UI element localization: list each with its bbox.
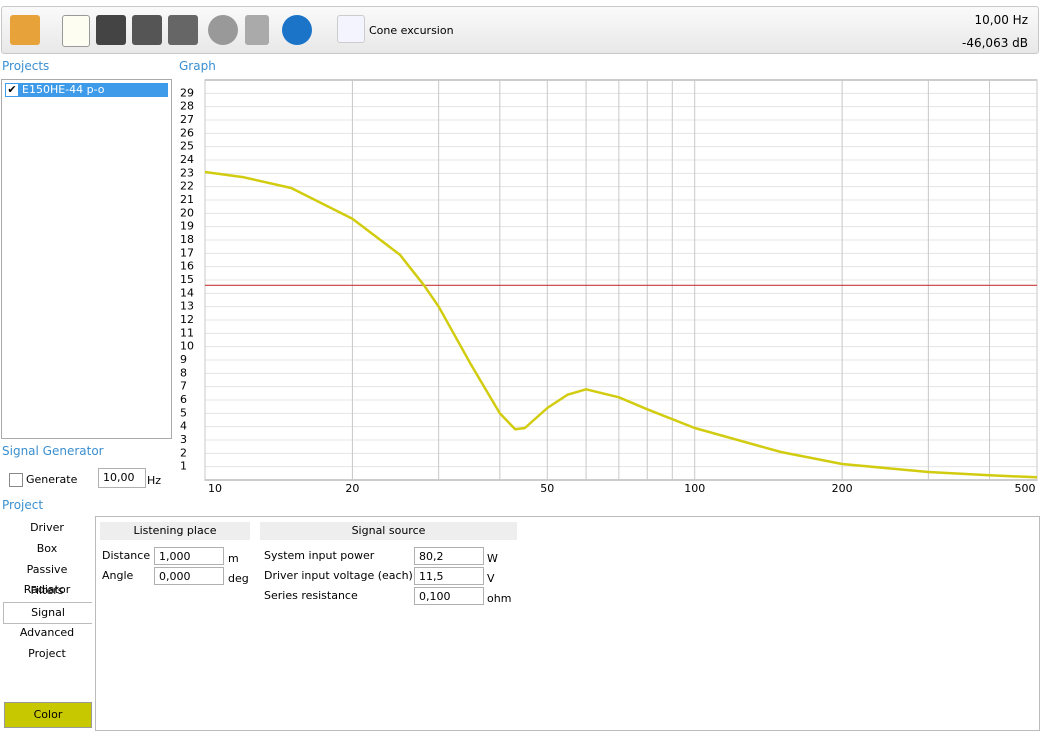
y-tick-label: 1 xyxy=(180,460,187,473)
y-tick-label: 12 xyxy=(180,313,194,326)
y-tick-label: 11 xyxy=(180,326,194,339)
field-input[interactable]: 80,2 xyxy=(414,547,484,565)
y-tick-label: 9 xyxy=(180,353,187,366)
series-line xyxy=(204,170,1038,479)
field-input[interactable]: 0,000 xyxy=(154,567,224,585)
section-title: Projects xyxy=(2,59,50,73)
y-tick-label: 24 xyxy=(180,153,194,166)
tab-panel: Listening place Signal source Distance 1,… xyxy=(95,516,1040,731)
y-tick-label: 13 xyxy=(180,300,194,313)
y-tick-label: 25 xyxy=(180,140,194,153)
tab[interactable]: Advanced xyxy=(19,626,75,639)
y-tick-label: 14 xyxy=(180,286,194,299)
y-tick-label: 26 xyxy=(180,126,194,139)
checkbox[interactable] xyxy=(9,473,23,487)
group-title: Listening place xyxy=(100,522,250,540)
y-tick-label: 3 xyxy=(180,433,187,446)
info-button[interactable] xyxy=(282,15,312,45)
color-button[interactable]: Color xyxy=(4,702,92,728)
y-tick-label: 10 xyxy=(180,340,194,353)
field-label: Distance xyxy=(102,549,151,562)
field-label: Series resistance xyxy=(264,589,358,602)
tab[interactable]: Filters xyxy=(30,584,64,597)
edit-button[interactable] xyxy=(132,15,162,45)
section-title: Graph xyxy=(179,59,216,73)
project-item[interactable]: ✔ E150HE-44 p-o xyxy=(5,83,168,97)
tab[interactable]: Driver xyxy=(30,521,64,534)
y-tick-label: 23 xyxy=(180,166,194,179)
y-tick-label: 8 xyxy=(180,366,187,379)
project-list: ✔ E150HE-44 p-o xyxy=(1,79,172,439)
frequency-readout: 10,00 Hz xyxy=(974,13,1029,27)
field-unit: deg xyxy=(228,572,249,585)
field-label: Angle xyxy=(102,569,134,582)
field-label: System input power xyxy=(264,549,375,562)
x-tick-label: 500 xyxy=(1015,482,1036,495)
checkbox-label[interactable]: Generate xyxy=(26,473,78,486)
y-tick-label: 27 xyxy=(180,113,194,126)
y-tick-label: 17 xyxy=(180,246,194,259)
driver-button[interactable] xyxy=(208,15,238,45)
field-unit: ohm xyxy=(487,592,512,605)
tab[interactable]: Project xyxy=(28,647,66,660)
y-tick-label: 4 xyxy=(180,420,187,433)
field-input[interactable]: 0,100 xyxy=(414,587,484,605)
y-tick-label: 20 xyxy=(180,206,194,219)
view-label[interactable]: Cone excursion xyxy=(369,24,454,37)
x-tick-label: 100 xyxy=(684,482,705,495)
field-input[interactable]: 1,000 xyxy=(154,547,224,565)
field-unit: V xyxy=(487,572,495,585)
x-tick-label: 200 xyxy=(832,482,853,495)
field-label: Driver input voltage (each) xyxy=(264,569,413,582)
y-tick-label: 18 xyxy=(180,233,194,246)
unit: Hz xyxy=(147,474,162,487)
x-tick-label: 50 xyxy=(540,482,554,495)
section-title: Signal Generator xyxy=(2,444,104,458)
tab[interactable]: Signal xyxy=(3,602,92,624)
new-button[interactable] xyxy=(62,15,90,47)
settings-button[interactable] xyxy=(245,15,269,45)
view-icon[interactable] xyxy=(337,15,365,43)
chart: 1234567891011121314151617181920212223242… xyxy=(180,79,1038,495)
field-unit: W xyxy=(487,552,498,565)
y-tick-label: 2 xyxy=(180,446,187,459)
open-button[interactable] xyxy=(10,15,40,45)
field-unit: m xyxy=(228,552,239,565)
y-tick-label: 7 xyxy=(180,380,187,393)
tab[interactable]: Passive Radiator xyxy=(23,563,71,596)
field-input[interactable]: 11,5 xyxy=(414,567,484,585)
save-as-button[interactable] xyxy=(168,15,198,45)
y-tick-label: 28 xyxy=(180,100,194,113)
group-title: Signal source xyxy=(260,522,517,540)
tab[interactable]: Box xyxy=(36,542,58,555)
y-tick-label: 21 xyxy=(180,193,194,206)
y-tick-label: 22 xyxy=(180,180,194,193)
x-tick-label: 20 xyxy=(345,482,359,495)
y-tick-label: 16 xyxy=(180,260,194,273)
y-tick-label: 15 xyxy=(180,273,194,286)
y-tick-label: 6 xyxy=(180,393,187,406)
project-name: E150HE-44 p-o xyxy=(22,83,105,96)
level-readout: -46,063 dB xyxy=(962,36,1028,50)
frequency-input[interactable]: 10,00 xyxy=(98,468,146,488)
save-button[interactable] xyxy=(96,15,126,45)
y-tick-label: 19 xyxy=(180,220,194,233)
y-tick-label: 5 xyxy=(180,406,187,419)
x-tick-label: 10 xyxy=(208,482,222,495)
toolbar: Cone excursion 10,00 Hz -46,063 dB xyxy=(1,6,1039,54)
section-title: Project xyxy=(2,498,44,512)
y-tick-label: 29 xyxy=(180,86,194,99)
